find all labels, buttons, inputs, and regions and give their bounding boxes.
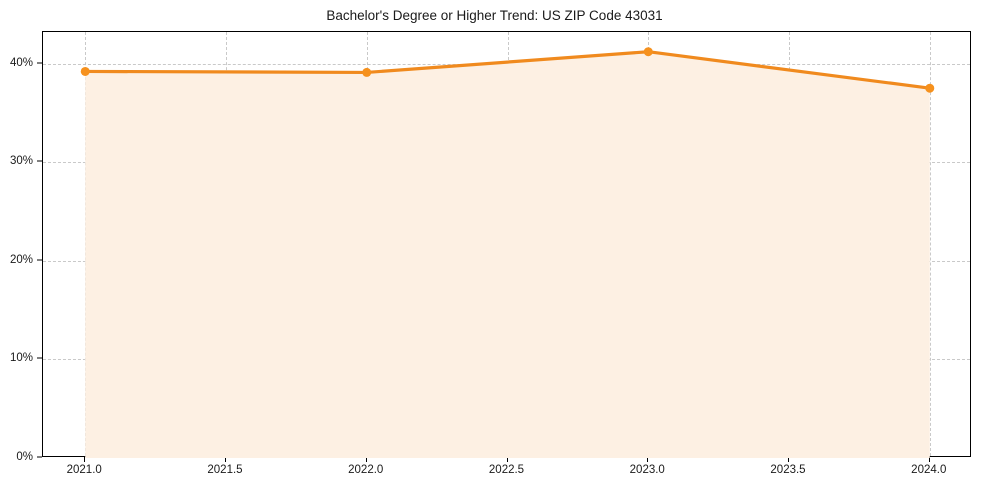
data-point-marker (80, 66, 90, 76)
x-tick-label: 2024.0 (911, 464, 947, 476)
x-tick-mark (506, 457, 508, 462)
x-tick-mark (647, 457, 649, 462)
x-tick-mark (224, 457, 226, 462)
data-point-marker (925, 83, 935, 93)
x-tick-mark (84, 457, 86, 462)
chart-title: Bachelor's Degree or Higher Trend: US ZI… (326, 8, 663, 23)
area-fill (85, 51, 930, 458)
y-tick-label: 20% (9, 253, 33, 266)
data-point-markers (80, 47, 935, 93)
y-tick-mark (37, 357, 42, 359)
y-tick-label: 10% (9, 352, 33, 365)
y-tick-label: 0% (16, 451, 33, 463)
x-tick-label: 2023.0 (629, 464, 665, 476)
area-series-svg (80, 47, 935, 458)
x-tick-label: 2022.0 (348, 464, 384, 476)
y-tick-label: 30% (9, 155, 33, 168)
data-point-marker (643, 47, 653, 57)
x-tick-label: 2023.5 (770, 464, 806, 476)
plot-area (42, 31, 971, 458)
y-tick-mark (37, 160, 42, 162)
y-tick-mark (37, 62, 42, 64)
x-tick-label: 2021.5 (207, 464, 243, 476)
x-tick-label: 2022.5 (488, 464, 525, 476)
series-line (83, 50, 932, 90)
x-tick-mark (928, 457, 930, 462)
data-point-marker (362, 67, 372, 77)
x-tick-mark (788, 457, 789, 462)
y-tick-mark (37, 259, 42, 261)
gridline-vertical (929, 32, 931, 456)
y-tick-mark (37, 456, 42, 458)
x-tick-mark (365, 457, 367, 462)
x-tick-label: 2021.0 (66, 464, 102, 476)
data-series-layer (43, 32, 970, 458)
y-tick-label: 40% (9, 56, 33, 69)
